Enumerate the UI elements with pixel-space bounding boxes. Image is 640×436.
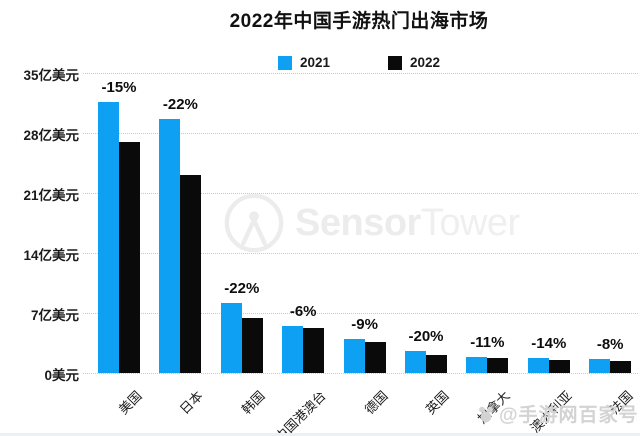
y-tick-label: 0美元 — [44, 368, 79, 383]
gridline — [83, 373, 638, 374]
legend-item-2022: 2022 — [388, 55, 440, 70]
legend-swatch-2022 — [388, 55, 402, 70]
pct-change-label-6: -11% — [470, 333, 505, 351]
pct-change-label-4: -9% — [351, 315, 378, 333]
x-category-label-7: 澳大利亚 — [527, 388, 575, 436]
bar-2021-2 — [220, 302, 242, 373]
pct-change-label-1: -22% — [162, 96, 198, 114]
legend-label: 2021 — [299, 55, 330, 70]
pct-change-label-0: -15% — [101, 79, 137, 97]
gridline — [83, 313, 638, 314]
y-tick-label: 28亿美元 — [23, 128, 79, 143]
bar-2022-2 — [241, 318, 263, 373]
pct-change-label-2: -22% — [224, 279, 260, 297]
bar-2022-5 — [426, 355, 447, 373]
legend: 2021 2022 — [83, 55, 635, 70]
chart-title: 2022年中国手游热门出海市场 — [229, 11, 489, 32]
plot-area: -15% -22% -22% -6% -9% -20% -11% -14% -8% — [83, 73, 640, 373]
bar-2021-6 — [466, 356, 488, 373]
y-tick-label: 21亿美元 — [23, 188, 79, 203]
bar-2022-8 — [610, 360, 632, 373]
bar-2021-3 — [282, 325, 304, 373]
legend-swatch-2021 — [277, 55, 292, 70]
bar-2022-1 — [180, 175, 202, 373]
bar-2022-3 — [303, 328, 325, 373]
gridline — [83, 253, 638, 254]
pct-change-label-3: -6% — [289, 302, 317, 320]
x-category-label-8: 法国 — [606, 388, 636, 418]
bottom-edge-strip — [0, 433, 640, 436]
y-tick-label: 7亿美元 — [30, 308, 79, 323]
x-category-label-2: 韩国 — [238, 388, 268, 418]
bar-2021-7 — [527, 357, 549, 373]
bar-2021-8 — [589, 359, 611, 373]
x-category-label-4: 德国 — [361, 388, 391, 418]
gridline — [83, 193, 638, 194]
legend-item-2021: 2021 — [277, 55, 330, 70]
y-tick-label: 14亿美元 — [23, 248, 79, 263]
pct-change-label-8: -8% — [596, 336, 624, 354]
x-category-label-0: 美国 — [115, 388, 145, 418]
gridline — [83, 73, 638, 74]
gridline — [83, 133, 638, 134]
bar-2021-4 — [343, 338, 365, 373]
legend-label: 2022 — [410, 55, 441, 70]
y-tick-label: 35亿美元 — [23, 68, 79, 83]
x-category-label-1: 日本 — [177, 388, 207, 418]
pct-change-label-7: -14% — [531, 334, 567, 352]
bar-2022-6 — [487, 358, 509, 373]
pct-change-label-5: -20% — [408, 327, 444, 345]
x-category-label-5: 英国 — [422, 388, 452, 418]
bar-2022-7 — [548, 359, 570, 373]
bar-2021-5 — [405, 350, 426, 373]
x-category-label-3: 中国港澳台 — [272, 388, 329, 436]
bar-2021-1 — [159, 119, 181, 373]
bar-2022-4 — [364, 342, 386, 373]
bar-2022-0 — [119, 142, 140, 373]
x-category-label-6: 加拿大 — [474, 388, 514, 427]
bar-2021-0 — [98, 102, 119, 373]
